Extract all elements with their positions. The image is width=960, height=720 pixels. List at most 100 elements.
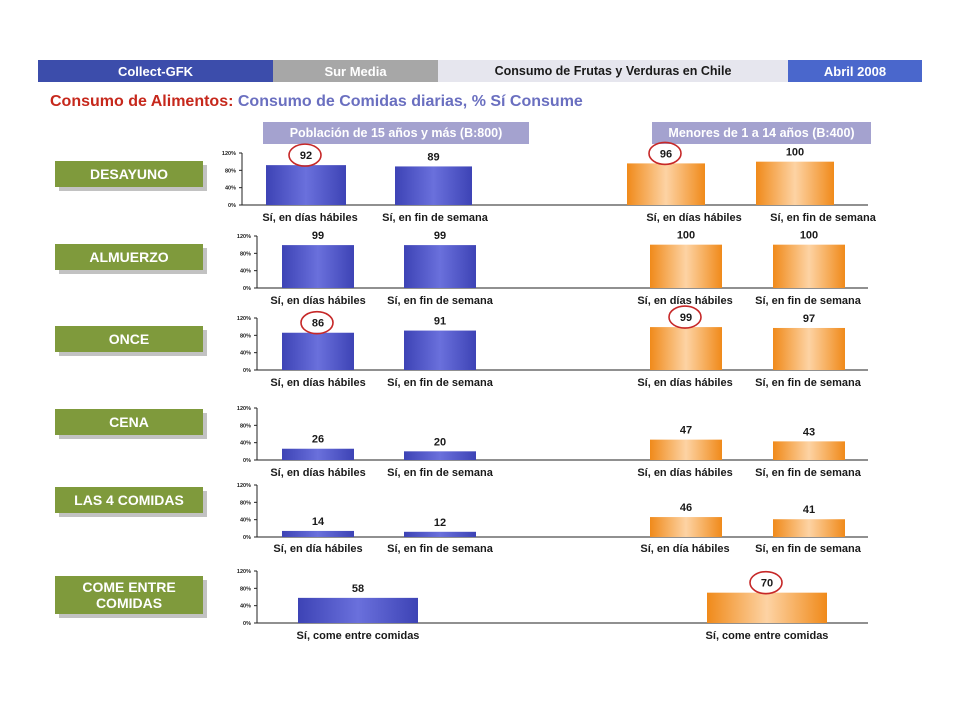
y-tick-label: 80% (240, 423, 251, 429)
title-rest: Consumo de Comidas diarias, % Sí Consume (233, 93, 583, 110)
bar (773, 327, 845, 370)
row-label-once: ONCE (55, 326, 203, 352)
category-label: Sí, en días hábiles (262, 212, 357, 224)
category-label: Sí, en días hábiles (637, 295, 732, 307)
value-label: 12 (434, 517, 446, 529)
y-tick-label: 40% (240, 604, 251, 610)
highlight-circle (749, 570, 783, 595)
highlight-circle (300, 310, 334, 335)
category-label: Sí, en días hábiles (637, 467, 732, 479)
row-label-cena: CENA (55, 409, 203, 435)
header-study-title: Consumo de Frutas y Verduras en Chile (438, 60, 788, 82)
y-tick-label: 40% (225, 186, 236, 192)
category-label: Sí, en días hábiles (270, 467, 365, 479)
y-tick-label: 0% (228, 203, 236, 209)
y-tick-label: 120% (237, 483, 251, 489)
title-prefix: Consumo de Alimentos: (50, 93, 234, 110)
value-label: 70 (761, 578, 773, 590)
y-tick-label: 40% (240, 518, 251, 524)
bar (650, 327, 722, 370)
value-label: 41 (803, 504, 815, 516)
y-tick-label: 40% (240, 269, 251, 275)
value-label: 86 (312, 318, 324, 330)
y-tick-label: 40% (240, 351, 251, 357)
highlight-circle (648, 141, 682, 166)
bar (650, 517, 722, 537)
bar (650, 439, 722, 460)
category-label: Sí, en días hábiles (646, 212, 741, 224)
bar (404, 330, 476, 370)
category-label: Sí, en fin de semana (770, 212, 877, 224)
y-tick-label: 80% (240, 586, 251, 592)
group-header-adults: Población de 15 años y más (B:800) (263, 122, 529, 144)
category-label: Sí, en fin de semana (755, 543, 862, 555)
value-label: 91 (434, 316, 446, 328)
highlight-circle (288, 143, 322, 167)
value-label: 20 (434, 436, 446, 448)
y-tick-label: 80% (240, 251, 251, 257)
header-sur-media: Sur Media (273, 60, 438, 82)
value-label: 96 (660, 148, 672, 160)
category-label: Sí, en fin de semana (755, 377, 862, 389)
bar (627, 163, 705, 205)
value-label: 99 (312, 230, 324, 242)
category-label: Sí, come entre comidas (297, 630, 420, 642)
highlight-circle (668, 305, 702, 329)
y-tick-label: 120% (237, 316, 251, 322)
bar (404, 245, 476, 288)
value-label: 14 (312, 516, 325, 528)
category-label: Sí, en días hábiles (270, 377, 365, 389)
row-label-almuerzo: ALMUERZO (55, 244, 203, 270)
category-label: Sí, en días hábiles (637, 377, 732, 389)
header-date: Abril 2008 (788, 60, 922, 82)
bar (773, 441, 845, 460)
bar (282, 448, 354, 460)
header-bar: Collect-GFK Sur Media Consumo de Frutas … (38, 60, 922, 82)
bar (773, 244, 845, 288)
category-label: Sí, en fin de semana (387, 295, 494, 307)
category-label: Sí, en día hábiles (273, 543, 362, 555)
category-label: Sí, en fin de semana (755, 467, 862, 479)
y-tick-label: 0% (243, 368, 251, 374)
value-label: 99 (434, 230, 446, 242)
bar (707, 592, 827, 623)
bar (266, 165, 346, 205)
value-label: 89 (427, 151, 439, 163)
y-tick-label: 80% (240, 500, 251, 506)
row-label-come-entre-comidas: COME ENTRE COMIDAS (55, 576, 203, 614)
y-tick-label: 120% (222, 151, 236, 157)
value-label: 100 (786, 147, 804, 159)
row-label-las-4-comidas: LAS 4 COMIDAS (55, 487, 203, 513)
bar (282, 530, 354, 537)
bar (756, 161, 834, 205)
value-label: 43 (803, 426, 815, 438)
value-label: 97 (803, 313, 815, 325)
y-tick-label: 120% (237, 569, 251, 575)
category-label: Sí, en fin de semana (387, 543, 494, 555)
bar (395, 166, 472, 205)
header-collect-gfk: Collect-GFK (38, 60, 273, 82)
y-tick-label: 80% (225, 168, 236, 174)
bar (298, 597, 418, 623)
value-label: 92 (300, 150, 312, 162)
y-tick-label: 0% (243, 286, 251, 292)
bar (282, 332, 354, 370)
value-label: 26 (312, 434, 324, 446)
row-label-desayuno: DESAYUNO (55, 161, 203, 187)
bar (404, 531, 476, 537)
category-label: Sí, come entre comidas (706, 630, 829, 642)
category-label: Sí, en fin de semana (382, 212, 489, 224)
bar (773, 519, 845, 537)
y-tick-label: 80% (240, 333, 251, 339)
category-label: Sí, en días hábiles (270, 295, 365, 307)
value-label: 47 (680, 425, 692, 437)
page-title: Consumo de Alimentos: Consumo de Comidas… (50, 93, 583, 111)
category-label: Sí, en fin de semana (387, 467, 494, 479)
value-label: 100 (677, 230, 695, 242)
bar (404, 451, 476, 460)
y-tick-label: 120% (237, 406, 251, 412)
category-label: Sí, en fin de semana (755, 295, 862, 307)
value-label: 46 (680, 502, 692, 514)
bar (282, 245, 354, 288)
